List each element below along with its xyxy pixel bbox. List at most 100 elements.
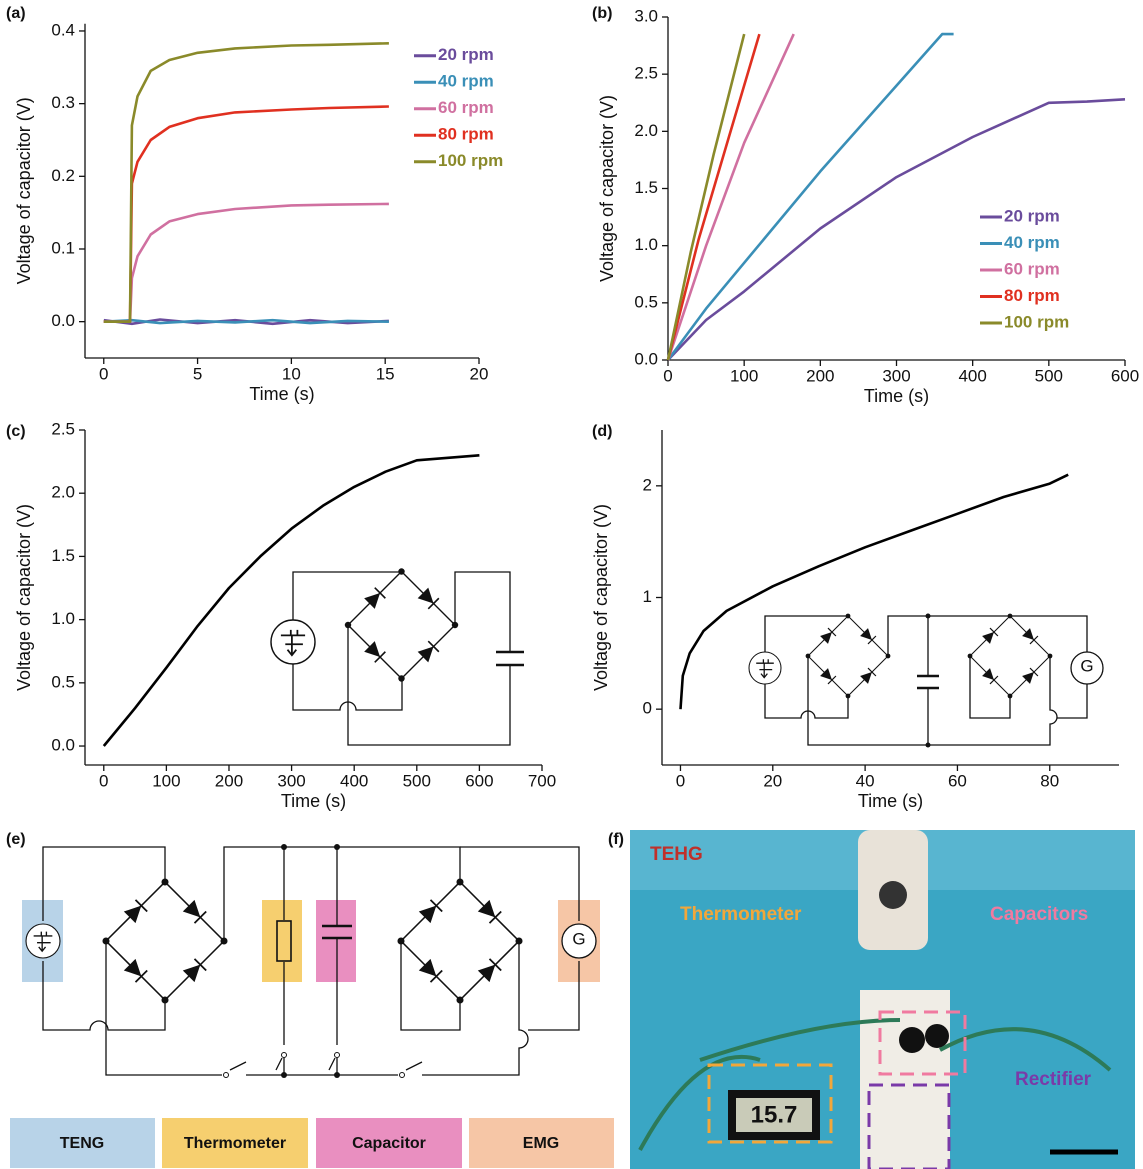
photo-label: Rectifier (1015, 1069, 1092, 1090)
node (281, 1072, 287, 1078)
y-axis-label: Voltage of capacitor (V) (597, 95, 617, 282)
y-tick-label: 1.5 (634, 178, 658, 197)
switch-pin (400, 1073, 405, 1078)
body: (a) (b) (c) (d) (e) (f) G G TENG Th (0, 0, 1143, 1169)
capacitor-box (316, 900, 356, 982)
teng (26, 924, 60, 958)
data-line (668, 34, 744, 360)
x-tick-label: 20 (763, 771, 782, 790)
x-tick-label: 100 (730, 366, 758, 385)
node (281, 844, 287, 850)
y-tick-label: 0.0 (51, 311, 75, 330)
x-tick-label: 600 (465, 771, 493, 790)
photo-label: Thermometer (680, 904, 802, 925)
switch-pin (224, 1073, 229, 1078)
wire (765, 684, 848, 718)
photo-label: TEHG (650, 844, 703, 865)
legend-label: 20 rpm (438, 45, 494, 64)
legend-label: 80 rpm (1004, 286, 1060, 305)
legend-label: 40 rpm (1004, 233, 1060, 252)
x-tick-label: 200 (806, 366, 834, 385)
wire (765, 616, 848, 652)
wire (401, 847, 579, 1030)
y-tick-label: 2.5 (634, 64, 658, 83)
legend-label: 60 rpm (438, 98, 494, 117)
y-axis-label: Voltage of capacitor (V) (14, 504, 34, 691)
capacitor-part (899, 1027, 925, 1053)
x-axis-label: Time (s) (281, 791, 346, 811)
bridge (102, 878, 227, 1003)
photo-f: 15.7 TEHG Thermometer Capacitors Rectifi… (630, 830, 1135, 1169)
panel-label: (c) (6, 423, 26, 440)
y-axis-label: Voltage of capacitor (V) (14, 97, 34, 284)
generator-label: G (1080, 656, 1093, 675)
x-tick-label: 40 (856, 771, 875, 790)
y-tick-label: 1 (643, 587, 652, 606)
y-tick-label: 1.0 (634, 235, 658, 254)
capacitor-part (925, 1024, 949, 1048)
switch-pin (335, 1053, 340, 1058)
device-part (879, 881, 907, 909)
x-tick-label: 0 (676, 771, 685, 790)
y-tick-label: 0.5 (51, 672, 75, 691)
teng (271, 620, 315, 664)
x-axis-label: Time (s) (858, 791, 923, 811)
panel-labels: (a) (b) (c) (d) (e) (f) (6, 5, 624, 848)
legend-text: Thermometer (184, 1135, 286, 1152)
y-tick-label: 2.0 (634, 121, 658, 140)
x-tick-label: 200 (215, 771, 243, 790)
bridge (397, 878, 522, 1003)
data-line (668, 34, 759, 360)
wire (293, 572, 402, 620)
x-tick-label: 10 (282, 364, 301, 383)
circuit-c (271, 568, 524, 745)
teng (749, 652, 781, 684)
panel-label: (e) (6, 831, 26, 848)
capacitor (496, 652, 524, 665)
legend-text: Capacitor (352, 1135, 426, 1152)
x-tick-label: 600 (1111, 366, 1139, 385)
x-tick-label: 0 (663, 366, 672, 385)
node (334, 844, 340, 850)
legend-label: 40 rpm (438, 72, 494, 91)
y-tick-label: 1.0 (51, 609, 75, 628)
circuit-d: G (749, 614, 1103, 748)
y-tick-label: 0.2 (51, 166, 75, 185)
x-tick-label: 20 (470, 364, 489, 383)
legend-label: 80 rpm (438, 125, 494, 144)
node (926, 614, 931, 619)
bridge (806, 614, 891, 699)
figure: (a) (b) (c) (d) (e) (f) G G TENG Th (0, 0, 1143, 1169)
thermometer-box (262, 900, 302, 982)
bridge (345, 568, 458, 681)
x-tick-label: 5 (193, 364, 202, 383)
y-tick-label: 2.5 (51, 419, 75, 438)
y-tick-label: 0.4 (51, 20, 75, 39)
node (334, 1072, 340, 1078)
lcd-text: 15.7 (751, 1101, 798, 1128)
panel-label: (f) (608, 831, 624, 848)
page: {"panel_labels": ["(a)", "(b)", "(c)", "… (0, 0, 1143, 1169)
data-line (104, 43, 389, 321)
data-line (104, 107, 389, 322)
data-line (104, 455, 480, 746)
generator-label: G (572, 929, 585, 948)
y-tick-label: 0.0 (634, 349, 658, 368)
y-tick-label: 2.0 (51, 483, 75, 502)
panel-label: (d) (592, 423, 612, 440)
legend-label: 100 rpm (1004, 312, 1069, 331)
x-tick-label: 500 (403, 771, 431, 790)
x-tick-label: 100 (152, 771, 180, 790)
panel-label: (b) (592, 5, 612, 22)
y-tick-label: 0.1 (51, 238, 75, 257)
photo-label: Capacitors (990, 904, 1088, 925)
legend-text: TENG (60, 1135, 104, 1152)
x-axis-label: Time (s) (864, 386, 929, 406)
y-tick-label: 0.0 (51, 736, 75, 755)
y-tick-label: 2 (643, 475, 652, 494)
x-tick-label: 15 (376, 364, 395, 383)
node (926, 743, 931, 748)
y-tick-label: 1.5 (51, 546, 75, 565)
x-tick-label: 400 (340, 771, 368, 790)
x-tick-label: 300 (882, 366, 910, 385)
